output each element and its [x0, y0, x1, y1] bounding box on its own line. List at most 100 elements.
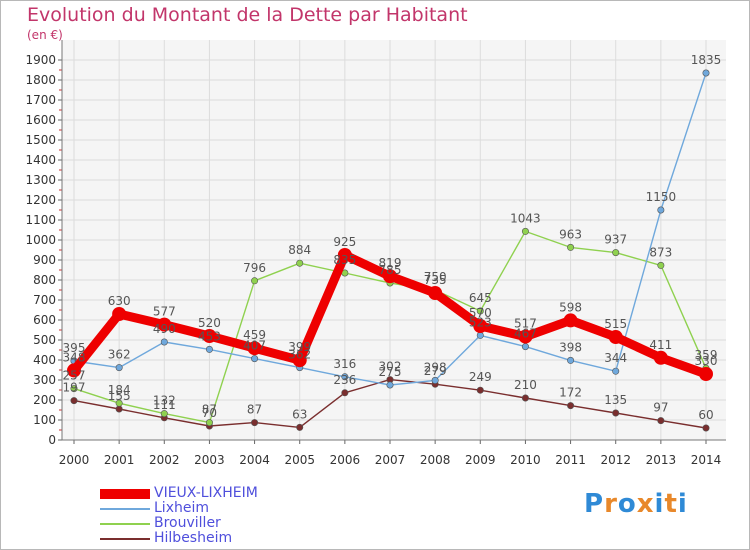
x-tick-label: 2009 [465, 453, 496, 467]
data-point [67, 363, 81, 378]
x-tick-label: 2007 [375, 453, 406, 467]
data-label: 63 [292, 407, 307, 421]
x-tick-label: 2014 [691, 453, 722, 467]
data-label: 197 [63, 381, 86, 395]
x-tick-label: 2010 [510, 453, 541, 467]
y-tick-label: 500 [33, 333, 56, 347]
legend-label: Lixheim [154, 500, 209, 516]
data-point [251, 355, 259, 363]
y-tick-label: 600 [33, 313, 56, 327]
data-point [476, 307, 484, 315]
data-point [383, 269, 397, 284]
logo-letter: i [677, 489, 688, 519]
y-tick-label: 1800 [25, 73, 56, 87]
x-tick-label: 2005 [284, 453, 315, 467]
data-label: 884 [288, 243, 311, 257]
data-point [251, 277, 259, 285]
data-point [292, 353, 307, 368]
chart-title: Evolution du Montant de la Dette par Hab… [27, 4, 468, 26]
data-label: 298 [424, 360, 447, 374]
data-label: 236 [333, 373, 356, 387]
y-tick-label: 300 [33, 373, 56, 387]
data-label: 819 [379, 256, 402, 270]
data-point [251, 419, 259, 427]
data-label: 1835 [691, 53, 722, 67]
y-tick-label: 400 [33, 353, 56, 367]
data-label: 785 [379, 263, 402, 277]
data-point [202, 329, 217, 343]
data-label: 630 [108, 294, 131, 308]
data-point [337, 248, 352, 262]
data-label: 87 [247, 403, 262, 417]
data-point [431, 376, 439, 384]
data-point [521, 227, 529, 235]
data-point [205, 345, 213, 353]
data-point [657, 206, 665, 214]
data-label: 796 [243, 261, 266, 275]
data-point [521, 394, 529, 402]
logo-letter: i [654, 489, 665, 519]
y-tick-label: 1500 [25, 133, 56, 147]
data-label: 172 [559, 386, 582, 400]
data-label: 348 [63, 350, 86, 364]
data-label: 155 [108, 389, 131, 403]
data-label: 395 [63, 341, 86, 355]
x-tick-label: 2008 [420, 453, 451, 467]
y-tick-label: 100 [33, 413, 56, 427]
data-point [296, 423, 304, 431]
data-label: 359 [695, 348, 718, 362]
data-point [476, 331, 484, 339]
y-tick-label: 1400 [25, 153, 56, 167]
data-label: 750 [424, 270, 447, 284]
data-label: 330 [695, 354, 718, 368]
y-tick-label: 1000 [25, 233, 56, 247]
data-label: 925 [333, 235, 356, 249]
data-label: 1150 [646, 190, 677, 204]
data-label: 132 [153, 394, 176, 408]
data-label: 515 [604, 317, 627, 331]
y-tick-label: 1300 [25, 173, 56, 187]
data-label: 257 [63, 369, 86, 383]
data-label: 835 [333, 253, 356, 267]
x-tick-label: 2012 [600, 453, 631, 467]
data-point [473, 319, 488, 333]
data-point [518, 329, 533, 344]
data-label: 517 [514, 317, 537, 331]
data-label: 249 [469, 370, 492, 384]
data-label: 523 [469, 315, 492, 329]
data-label: 70 [202, 406, 217, 420]
data-label: 520 [198, 316, 221, 330]
x-tick-label: 2006 [330, 453, 361, 467]
data-point [699, 367, 713, 381]
logo-letter: P [584, 489, 605, 519]
data-point [247, 341, 262, 356]
data-point [70, 385, 78, 393]
data-point [653, 350, 668, 365]
proxiti-logo: Proxiti [584, 489, 688, 519]
y-tick-label: 700 [33, 293, 56, 307]
data-point [567, 402, 575, 410]
data-label: 963 [559, 227, 582, 241]
data-point [115, 399, 123, 407]
data-label: 453 [198, 329, 221, 343]
y-tick-label: 1200 [25, 193, 56, 207]
data-point [657, 417, 665, 425]
data-label: 1043 [510, 211, 541, 225]
x-tick-label: 2001 [104, 453, 135, 467]
data-point [702, 424, 710, 432]
legend-label: VIEUX-LIXHEIM [154, 485, 258, 501]
data-point [702, 69, 710, 77]
x-tick-label: 2000 [59, 453, 90, 467]
y-tick-label: 1100 [25, 213, 56, 227]
data-label: 598 [559, 300, 582, 314]
data-point [341, 373, 349, 381]
data-label: 275 [379, 365, 402, 379]
data-label: 210 [514, 378, 537, 392]
data-point [205, 419, 213, 427]
data-label: 362 [108, 348, 131, 362]
data-label: 873 [649, 245, 672, 259]
x-tick-label: 2004 [239, 453, 270, 467]
data-label: 344 [604, 351, 627, 365]
data-label: 184 [108, 383, 131, 397]
